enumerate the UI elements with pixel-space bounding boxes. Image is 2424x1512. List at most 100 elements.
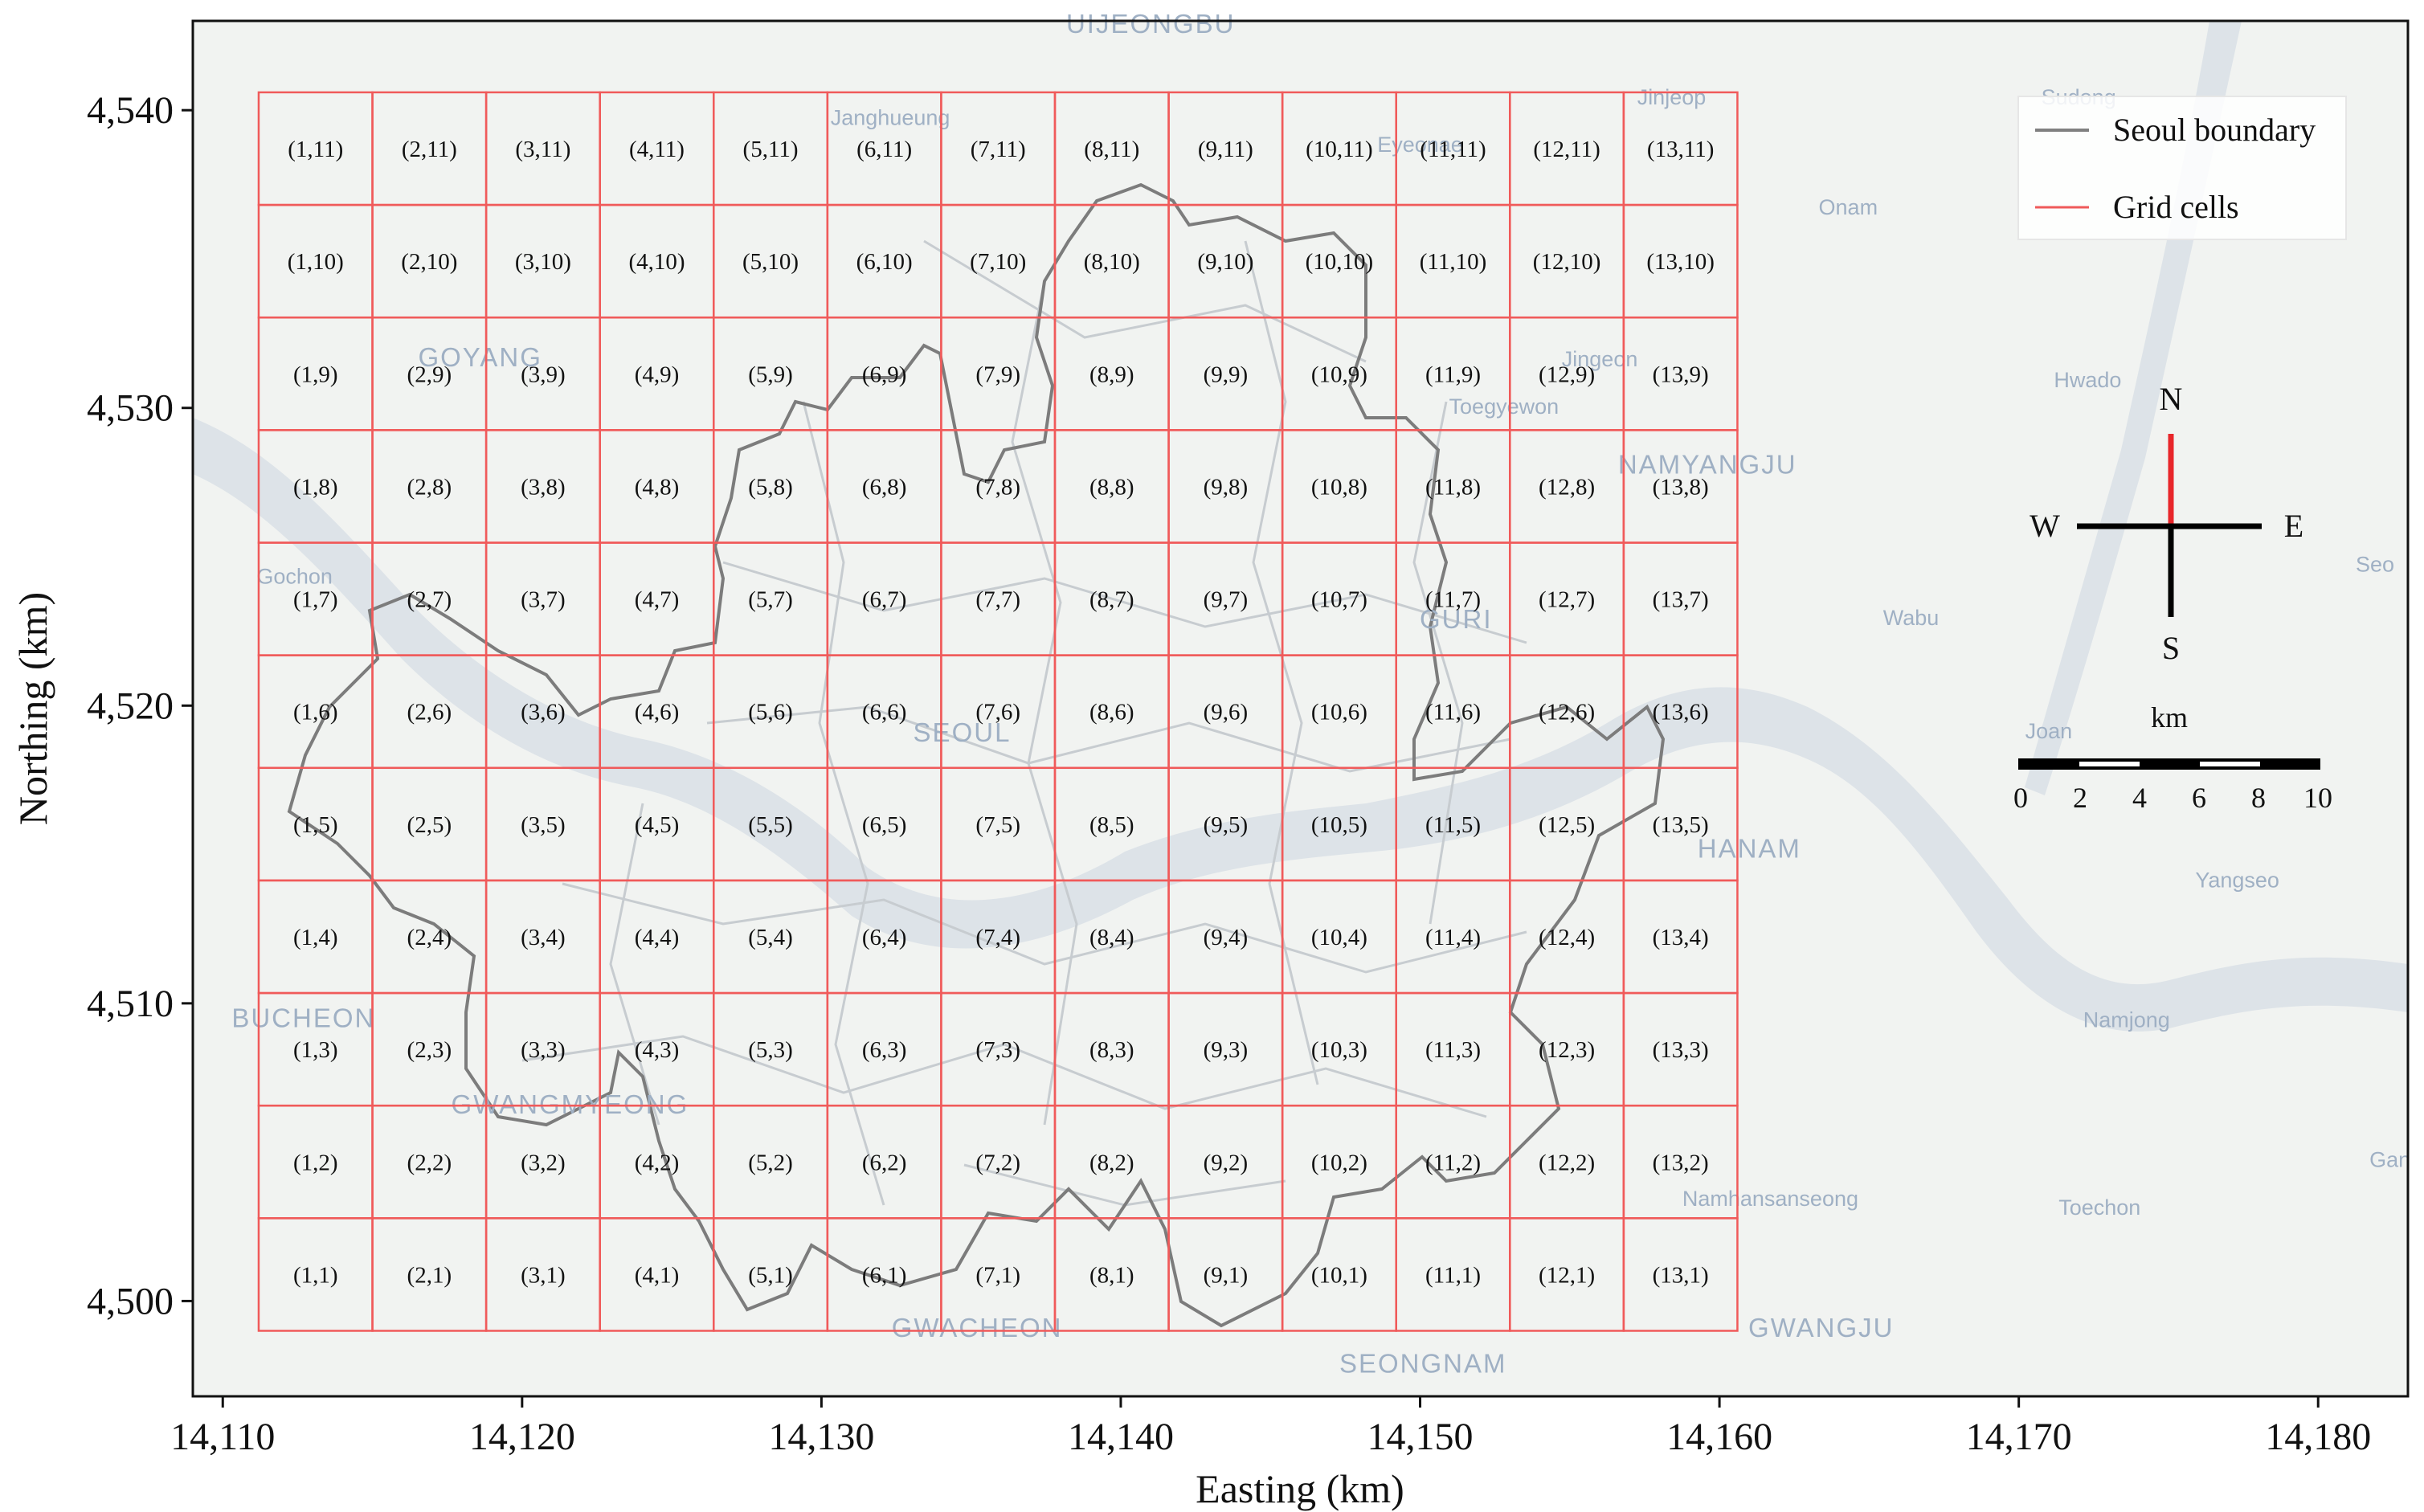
grid-cell-label: (9,5) [1204, 812, 1249, 838]
scale-bar-label: 2 [2073, 782, 2087, 814]
grid-cell-label: (10,6) [1311, 700, 1367, 725]
grid-cell-label: (4,9) [635, 362, 680, 387]
grid-cell-label: (10,8) [1311, 474, 1367, 500]
grid-cell-label: (11,4) [1425, 925, 1481, 950]
grid-cell-label: (5,3) [748, 1037, 793, 1063]
grid-cell-label: (12,4) [1539, 925, 1595, 950]
grid-cell-label: (10,5) [1311, 812, 1367, 838]
grid-cell-label: (4,8) [635, 474, 680, 500]
compass-w-label: W [2030, 508, 2060, 544]
grid-cell-label: (2,5) [407, 812, 452, 838]
place-label: Jinjeop [1637, 85, 1707, 109]
grid-cell-label: (1,6) [293, 700, 338, 725]
grid-cells: (1,1) (1,2) (1,3) (1,4) (1,5) (1,6) (1,7) (1,8)… [257, 91, 1739, 1332]
grid-cell-label: (7,1) [975, 1262, 1020, 1288]
grid-cell-label: (6,3) [862, 1037, 907, 1063]
grid-cell-label: (12,9) [1539, 362, 1595, 387]
place-label: GWANGMYEONG [452, 1089, 689, 1119]
grid-cell-label: (9,4) [1204, 925, 1249, 950]
grid-cell-label: (13,9) [1653, 362, 1709, 387]
grid-cell-label: (6,1) [862, 1262, 907, 1288]
grid-cell-label: (6,7) [862, 587, 907, 613]
legend: Seoul boundary Grid cells [2017, 96, 2347, 240]
grid-cell-label: (3,5) [521, 812, 566, 838]
grid-cell-label: (2,3) [407, 1037, 452, 1063]
y-axis-ticks: 4,500 4,510 4,520 4,530 4,540 [87, 89, 193, 1322]
grid-cell-label: (10,10) [1306, 249, 1374, 275]
y-tick-label: 4,500 [87, 1280, 174, 1322]
y-axis-label: Northing (km) [10, 592, 55, 825]
grid-cell-label: (8,10) [1084, 249, 1140, 275]
legend-label-grid: Grid cells [2113, 189, 2239, 225]
grid-cell-label: (4,7) [635, 587, 680, 613]
grid-cell-label: (5,4) [748, 925, 793, 950]
x-axis-ticks: 14,110 14,120 14,130 14,140 14,150 14,160 14,1… [170, 1396, 2371, 1458]
seoul-boundary [287, 182, 1666, 1328]
grid-cell-label: (5,8) [748, 474, 793, 500]
grid-cell-label: (7,4) [975, 925, 1020, 950]
grid-cell-label: (6,8) [862, 474, 907, 500]
grid-cell-label: (9,6) [1204, 700, 1249, 725]
grid-cell-label: (7,11) [971, 137, 1026, 162]
place-label: Seo [2356, 553, 2394, 577]
grid-cell-label: (12,7) [1539, 587, 1595, 613]
grid-cell-label: (7,7) [975, 587, 1020, 613]
grid-cell-label: (8,2) [1089, 1150, 1134, 1175]
scale-unit: km [2151, 701, 2188, 734]
scale-bar-segment [2200, 762, 2260, 766]
grid-cell-label: (13,1) [1653, 1262, 1709, 1288]
grid-cell-label: (1,11) [288, 137, 343, 162]
place-label: SEOUL [914, 717, 1012, 747]
grid-cell-label: (4,6) [635, 700, 680, 725]
place-label: Janghueung [831, 106, 950, 130]
grid-cell-label: (10,3) [1311, 1037, 1367, 1063]
grid-cell-label: (10,2) [1311, 1150, 1367, 1175]
grid-cell-label: (2,11) [402, 137, 457, 162]
place-label: Joan [2025, 719, 2073, 743]
grid-cell-label: (7,6) [975, 700, 1020, 725]
scale-bar-label: 10 [2303, 782, 2332, 814]
scale-bar-label: 4 [2132, 782, 2147, 814]
grid-cell-label: (8,1) [1089, 1262, 1134, 1288]
grid-cell-label: (3,8) [521, 474, 566, 500]
grid-cell-label: (5,2) [748, 1150, 793, 1175]
grid-cell-label: (8,4) [1089, 925, 1134, 950]
grid-cell-label: (12,11) [1533, 137, 1600, 162]
grid-cell-label: (11,5) [1425, 812, 1481, 838]
grid-cell-label: (13,11) [1647, 137, 1715, 162]
grid-cell-label: (13,4) [1653, 925, 1709, 950]
grid-cell-label: (2,7) [407, 587, 452, 613]
grid-cell-label: (2,4) [407, 925, 452, 950]
grid-cell-label: (9,2) [1204, 1150, 1249, 1175]
grid-cell-label: (7,2) [975, 1150, 1020, 1175]
grid-cell-label: (7,3) [975, 1037, 1020, 1063]
place-label: GURI [1420, 604, 1493, 634]
grid-cell-label: (10,9) [1311, 362, 1367, 387]
grid-cell-label: (10,11) [1306, 137, 1373, 162]
place-label: Wabu [1883, 606, 1940, 630]
compass-e-label: E [2284, 508, 2303, 544]
y-tick-label: 4,530 [87, 387, 174, 430]
scale-bar-label: 6 [2192, 782, 2206, 814]
grid-cell-label: (5,11) [743, 137, 799, 162]
grid-cell-label: (4,4) [635, 925, 680, 950]
grid-cell-label: (1,2) [293, 1150, 338, 1175]
grid-cell-label: (5,1) [748, 1262, 793, 1288]
grid-cell-label: (8,5) [1089, 812, 1134, 838]
grid-cell-label: (1,1) [293, 1262, 338, 1288]
grid-cell-label: (1,8) [293, 474, 338, 500]
grid-cell-label: (7,9) [975, 362, 1020, 387]
grid-cell-label: (10,7) [1311, 587, 1367, 613]
x-tick-label: 14,110 [170, 1416, 275, 1458]
grid-cell-label: (12,3) [1539, 1037, 1595, 1063]
grid-cell-label: (5,5) [748, 812, 793, 838]
grid-cell-label: (6,5) [862, 812, 907, 838]
grid-cell-label: (5,9) [748, 362, 793, 387]
grid-cell-label: (5,6) [748, 700, 793, 725]
grid-cell-label: (4,5) [635, 812, 680, 838]
grid-cell-label: (5,10) [742, 249, 799, 275]
grid-cell-label: (9,1) [1204, 1262, 1249, 1288]
y-tick-label: 4,520 [87, 684, 174, 727]
grid-cell-label: (1,5) [293, 812, 338, 838]
grid-cell-label: (3,4) [521, 925, 566, 950]
